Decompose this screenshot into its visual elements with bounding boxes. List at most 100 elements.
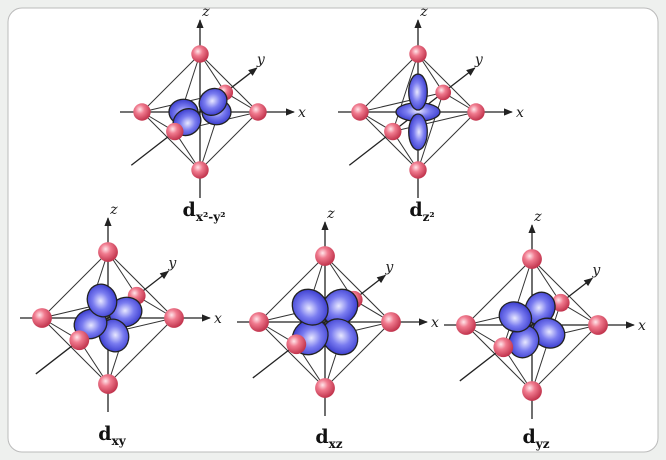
ligand	[166, 122, 184, 141]
orbital-panel: z x y dyz	[444, 209, 646, 451]
bond-line	[199, 53, 259, 113]
orbital-label-sub: xy	[112, 434, 127, 448]
orbital-label-sub: xz	[329, 437, 343, 451]
axis-label: y	[167, 255, 177, 271]
orbital-label-main: d	[315, 426, 328, 448]
axis-label: y	[474, 52, 484, 68]
ligand	[522, 249, 542, 269]
orbital-lobe	[498, 301, 533, 333]
ligand	[69, 330, 90, 351]
ligand	[191, 45, 209, 63]
ligand	[381, 312, 401, 332]
bond-line	[141, 53, 201, 113]
ligand	[164, 308, 184, 328]
bond-line	[359, 53, 419, 113]
ligand	[456, 315, 476, 335]
axis-label: z	[109, 202, 118, 218]
ligand	[98, 242, 118, 262]
bond-line	[531, 258, 599, 326]
ligand	[435, 84, 452, 101]
orbital-label: dz²	[409, 199, 434, 224]
orbital-lobe	[291, 288, 329, 326]
orbital-label-main: d	[98, 423, 111, 445]
bond-line	[392, 53, 419, 132]
ligand	[551, 293, 570, 312]
orbital-panel: z x y dz²	[338, 4, 524, 224]
bond-line	[465, 258, 533, 326]
bond-line	[359, 111, 419, 171]
ligand	[409, 45, 427, 63]
axis-label: z	[419, 4, 428, 20]
orbital-lobe	[198, 87, 228, 116]
ligand	[98, 374, 118, 394]
bond-line	[417, 92, 444, 171]
orbital-lobe	[321, 288, 359, 326]
orbital-label: dx²-y²	[183, 199, 226, 224]
orbital-label-main: d	[522, 426, 535, 448]
orbital-label-sub: x²-y²	[196, 210, 226, 224]
orbital-lobe	[86, 283, 118, 318]
bond-line	[359, 91, 444, 113]
orbital-lobe	[524, 291, 556, 326]
orbital-label: dxz	[315, 426, 342, 451]
axis-label: x	[516, 105, 524, 121]
ligand	[315, 378, 335, 398]
bond-line	[41, 317, 109, 385]
axis-label: z	[326, 206, 335, 222]
orbital-label: dyz	[522, 426, 549, 451]
axis-label: y	[591, 262, 601, 278]
bond-line	[258, 255, 326, 323]
orbital-label-sub: z²	[423, 210, 435, 224]
axis-label: x	[298, 105, 306, 121]
orbital-label-sub: yz	[535, 437, 550, 451]
orbital-label-main: d	[409, 199, 422, 221]
bond-line	[199, 111, 259, 171]
ligand	[493, 337, 514, 358]
orbital-label-main: d	[183, 199, 196, 221]
axis-label: z	[201, 4, 210, 20]
axis-label: x	[214, 311, 222, 327]
ligand	[249, 103, 267, 121]
ligand	[191, 161, 209, 179]
axis-label: y	[384, 259, 394, 275]
orbital-lobe	[508, 324, 540, 359]
bond-line	[324, 321, 392, 389]
bond-line	[531, 324, 599, 392]
frame	[7, 7, 659, 453]
orbital-lobe	[408, 73, 428, 111]
ligand	[522, 381, 542, 401]
orbital-panel: z x y dxz	[237, 206, 439, 451]
ligand	[315, 246, 335, 266]
bond-line	[141, 111, 201, 171]
bond-line	[41, 251, 109, 319]
ligand	[409, 161, 427, 179]
ligand	[133, 103, 151, 121]
bond-line	[107, 251, 175, 319]
bond-line	[324, 255, 392, 323]
bond-line	[465, 324, 533, 392]
orbital-lobe	[321, 318, 359, 356]
bond-line	[258, 321, 326, 389]
ligand	[32, 308, 52, 328]
orbital-panel: z x y dx²-y²	[120, 4, 306, 224]
bond-line	[417, 53, 477, 113]
orbital-lobe	[408, 113, 428, 151]
bond-line	[417, 111, 477, 171]
axis-label: z	[533, 209, 542, 225]
ligand	[249, 312, 269, 332]
axis-label: y	[256, 52, 266, 68]
ligand	[467, 103, 485, 121]
ligand	[286, 334, 307, 355]
ligand	[384, 122, 402, 141]
orbital-label: dxy	[98, 423, 126, 448]
ligand	[351, 103, 369, 121]
bond-line	[392, 111, 477, 133]
axis-label: x	[431, 315, 439, 331]
orbital-lobe	[531, 317, 566, 349]
axis-label: x	[638, 318, 646, 334]
bond-line	[107, 317, 175, 385]
ligand	[588, 315, 608, 335]
